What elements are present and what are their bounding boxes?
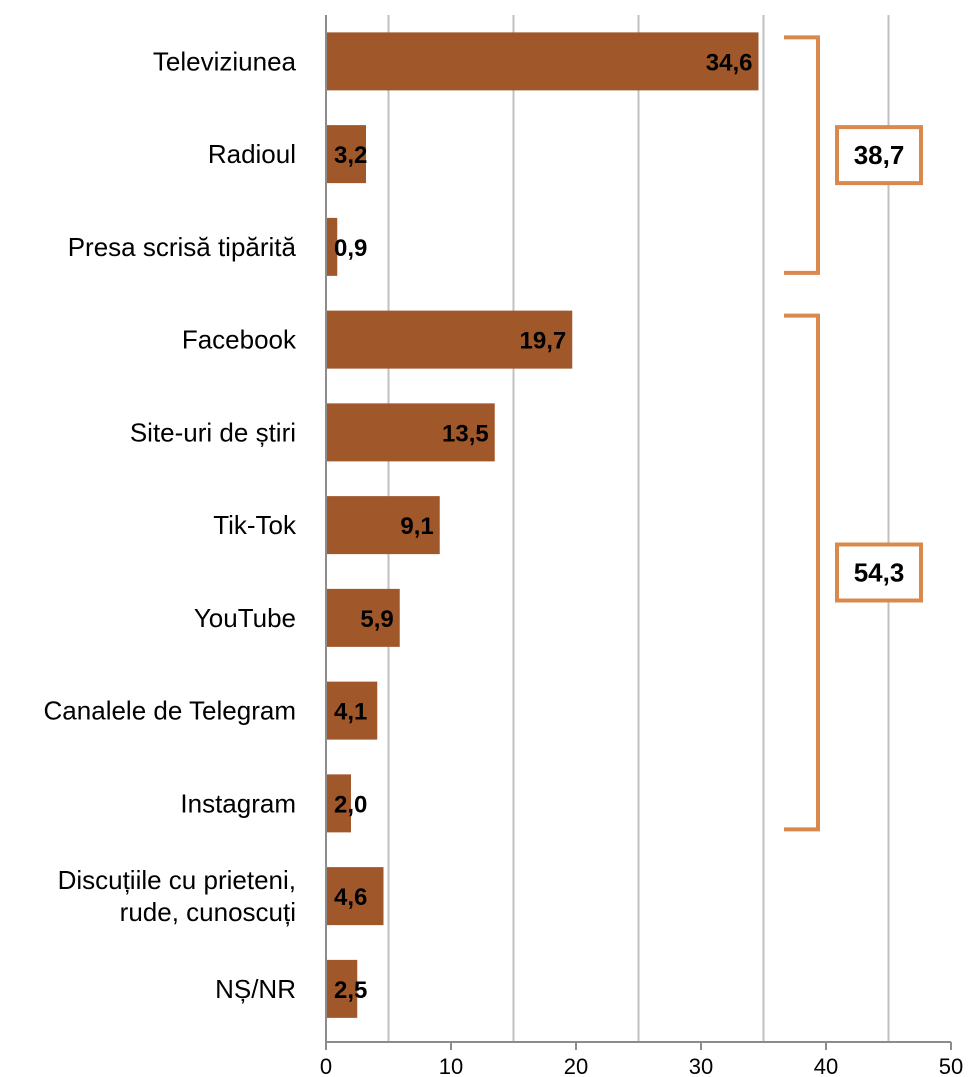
bar <box>326 774 351 833</box>
bar <box>326 588 400 647</box>
data-label: 4,6 <box>334 884 367 911</box>
bar <box>326 125 366 184</box>
group-total-box <box>835 542 923 603</box>
x-tick-label: 0 <box>320 1054 332 1077</box>
data-label: 4,1 <box>334 699 367 726</box>
group-bracket <box>784 313 820 832</box>
category-label: Presa scrisă tipărită <box>68 232 297 262</box>
data-label: 2,5 <box>334 977 367 1004</box>
category-label: YouTube <box>194 603 296 633</box>
group-total-label: 38,7 <box>854 140 905 170</box>
data-label: 13,5 <box>442 420 489 447</box>
category-label: Canalele de Telegram <box>44 696 296 726</box>
data-label: 19,7 <box>520 328 567 355</box>
data-label: 9,1 <box>400 513 433 540</box>
axis-layer: 0 10 20 30 40 50 <box>320 15 963 1077</box>
x-tick-label: 40 <box>814 1054 838 1077</box>
x-tick-label: 50 <box>939 1054 963 1077</box>
bar <box>326 681 378 740</box>
category-label: Site-uri de știri <box>130 417 296 447</box>
bar <box>326 32 759 91</box>
group-total-label: 54,3 <box>854 558 905 588</box>
category-label: Discuțiile cu prieteni, rude, cunoscuți <box>58 865 296 927</box>
x-tick-label: 30 <box>689 1054 713 1077</box>
data-label: 3,2 <box>334 142 367 169</box>
category-label: Tik-Tok <box>213 510 297 540</box>
category-label: Radioul <box>208 139 296 169</box>
labels-layer: Televiziunea Radioul Presa scrisă tipărită… <box>44 46 753 1004</box>
bar <box>326 867 384 926</box>
data-label: 0,9 <box>334 235 367 262</box>
category-label: NȘ/NR <box>215 974 296 1004</box>
bars-layer <box>326 32 759 1018</box>
category-label: Facebook <box>182 325 297 355</box>
data-label: 5,9 <box>360 606 393 633</box>
x-tick-label: 20 <box>564 1054 588 1077</box>
x-tick-label: 10 <box>439 1054 463 1077</box>
bar <box>326 217 338 276</box>
group-total-box <box>835 125 923 186</box>
data-label: 2,0 <box>334 791 367 818</box>
category-label: Televiziunea <box>153 46 297 76</box>
bar <box>326 403 495 462</box>
groups-layer: 38,7 54,3 <box>784 35 923 832</box>
bar <box>326 310 573 369</box>
bar <box>326 496 440 555</box>
data-label: 34,6 <box>706 49 753 76</box>
group-bracket <box>784 35 820 275</box>
bar <box>326 959 358 1018</box>
grid-layer <box>387 15 890 1042</box>
category-label: Instagram <box>180 788 296 818</box>
